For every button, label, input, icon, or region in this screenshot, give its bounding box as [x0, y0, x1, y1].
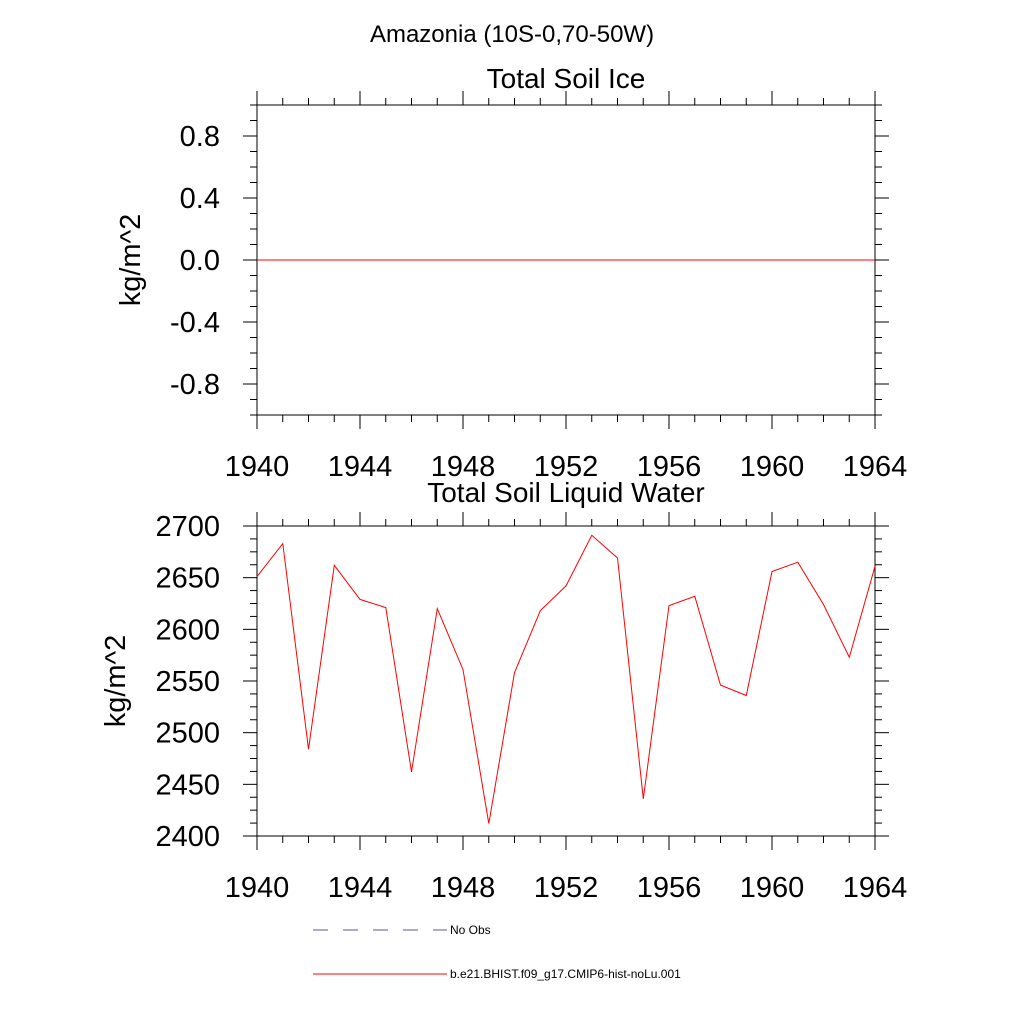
x-tick-label-soil-ice: 1948 — [431, 451, 496, 483]
y-axis-label-soil-liquid-water: kg/m^2 — [100, 635, 132, 728]
x-tick-label-soil-liquid-water: 1956 — [637, 872, 702, 904]
panel-title-soil-liquid-water: Total Soil Liquid Water — [427, 477, 705, 508]
x-tick-label-soil-liquid-water: 1952 — [534, 872, 599, 904]
x-tick-label-soil-ice: 1944 — [328, 451, 393, 483]
x-tick-label-soil-liquid-water: 1944 — [328, 872, 393, 904]
x-tick-label-soil-liquid-water: 1964 — [843, 872, 908, 904]
y-tick-label-soil-liquid-water: 2700 — [155, 511, 220, 543]
y-tick-label-soil-ice: -0.8 — [170, 369, 220, 401]
legend: No Obs b.e21.BHIST.f09_g17.CMIP6-hist-no… — [313, 923, 681, 981]
x-tick-label-soil-ice: 1940 — [225, 451, 290, 483]
x-tick-label-soil-liquid-water: 1948 — [431, 872, 496, 904]
y-tick-label-soil-liquid-water: 2600 — [155, 614, 220, 646]
figure-title: Amazonia (10S-0,70-50W) — [370, 21, 654, 48]
y-axis-label-soil-ice: kg/m^2 — [115, 214, 147, 307]
x-tick-label-soil-liquid-water: 1940 — [225, 872, 290, 904]
panel-title-soil-ice: Total Soil Ice — [487, 63, 646, 94]
y-tick-label-soil-liquid-water: 2650 — [155, 563, 220, 595]
x-tick-label-soil-ice: 1964 — [843, 451, 908, 483]
y-tick-label-soil-ice: 0.8 — [180, 121, 220, 153]
soil-liquid-water-panel: Total Soil Liquid Water kg/m^2 1940 1944 1… — [100, 477, 907, 904]
y-tick-label-soil-liquid-water: 2550 — [155, 666, 220, 698]
plot-frame-soil-liquid-water — [256, 525, 876, 837]
y-tick-label-soil-ice: -0.4 — [170, 307, 220, 339]
y-tick-label-soil-ice: 0.0 — [180, 245, 220, 277]
y-tick-label-soil-ice: 0.4 — [180, 183, 220, 215]
y-tick-label-soil-liquid-water: 2400 — [155, 821, 220, 853]
series-line-soil-liquid-water — [256, 534, 876, 824]
legend-label-no-obs: No Obs — [450, 923, 491, 937]
y-tick-label-soil-liquid-water: 2500 — [155, 718, 220, 750]
x-tick-label-soil-ice: 1956 — [637, 451, 702, 483]
legend-label-model: b.e21.BHIST.f09_g17.CMIP6-hist-noLu.001 — [450, 967, 681, 981]
x-tick-label-soil-ice: 1952 — [534, 451, 599, 483]
y-tick-label-soil-liquid-water: 2450 — [155, 769, 220, 801]
soil-ice-panel: Total Soil Ice kg/m^2 1940 1944 1948 1952 19… — [115, 63, 907, 483]
x-tick-label-soil-liquid-water: 1960 — [740, 872, 805, 904]
x-tick-label-soil-ice: 1960 — [740, 451, 805, 483]
